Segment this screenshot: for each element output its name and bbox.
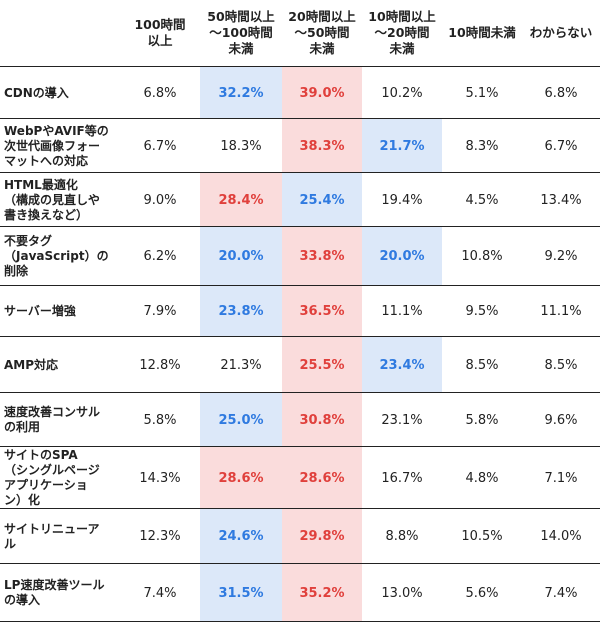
value-cell: 7.9%: [143, 304, 177, 319]
value-cell: 9.2%: [544, 249, 578, 264]
value-cell: 8.8%: [385, 529, 419, 544]
value-cell: 23.4%: [362, 337, 442, 393]
value-cell: 9.0%: [143, 192, 177, 208]
value-cell: 20.0%: [200, 227, 282, 286]
value-cell: 21.3%: [220, 357, 262, 373]
column-header: 20時間以上 〜50時間 未満: [288, 9, 356, 56]
table-row: サイトリニューア ル 12.3% 24.6% 29.8% 8.8% 10.5% 14.0%: [0, 508, 600, 564]
value-cell: 10.8%: [461, 249, 503, 264]
value-cell: 25.5%: [282, 337, 362, 393]
value-cell: 11.1%: [540, 304, 582, 319]
value-cell: 35.2%: [282, 564, 362, 622]
value-cell: 23.8%: [200, 286, 282, 337]
value-cell: 10.5%: [461, 529, 503, 544]
value-cell: 23.1%: [381, 412, 423, 428]
value-cell: 16.7%: [381, 470, 423, 486]
value-cell: 7.4%: [544, 585, 578, 601]
value-cell: 4.8%: [465, 470, 499, 486]
value-cell: 11.1%: [381, 304, 423, 319]
value-cell: 8.3%: [465, 138, 499, 154]
value-cell: 31.5%: [200, 564, 282, 622]
table-row: WebPやAVIF等の 次世代画像フォー マットへの対応 6.7% 18.3% 38.…: [0, 118, 600, 173]
value-cell: 14.0%: [540, 529, 582, 544]
value-cell: 5.1%: [465, 85, 499, 101]
value-cell: 6.2%: [143, 249, 177, 264]
value-cell: 6.7%: [544, 138, 578, 154]
table-row: LP速度改善ツール の導入 7.4% 31.5% 35.2% 13.0% 5.6% 7.4%: [0, 563, 600, 622]
value-cell: 7.1%: [544, 470, 578, 486]
row-label: CDNの導入: [4, 85, 69, 100]
row-label: サイトのSPA （シングルページ アプリケーショ ン）化: [4, 448, 100, 507]
column-header: 10時間以上 〜20時間 未満: [368, 9, 436, 56]
row-label: 不要タグ （JavaScript）の 削除: [4, 234, 109, 278]
value-cell: 5.8%: [143, 412, 177, 428]
value-cell: 5.8%: [465, 412, 499, 428]
value-cell: 39.0%: [282, 67, 362, 119]
value-cell: 38.3%: [282, 119, 362, 173]
value-cell: 33.8%: [282, 227, 362, 286]
row-label: WebPやAVIF等の 次世代画像フォー マットへの対応: [4, 123, 109, 168]
value-cell: 14.3%: [139, 470, 181, 486]
value-cell: 13.4%: [540, 192, 582, 208]
column-header: 10時間未満: [448, 25, 516, 40]
row-label: 速度改善コンサル の利用: [4, 405, 101, 434]
column-header: 100時間 以上: [134, 17, 186, 48]
value-cell: 13.0%: [381, 585, 423, 601]
value-cell: 25.4%: [282, 173, 362, 227]
table-row: サーバー増強 7.9% 23.8% 36.5% 11.1% 9.5% 11.1%: [0, 285, 600, 337]
value-cell: 12.3%: [139, 529, 181, 544]
value-cell: 24.6%: [200, 509, 282, 564]
value-cell: 19.4%: [381, 192, 423, 208]
value-cell: 9.6%: [544, 412, 578, 428]
value-cell: 6.8%: [143, 85, 177, 101]
value-cell: 7.4%: [143, 585, 177, 601]
row-label: HTML最適化 （構成の見直しや 書き換えなど）: [4, 177, 100, 222]
table-row: 不要タグ （JavaScript）の 削除 6.2% 20.0% 33.8% 20.0%…: [0, 226, 600, 286]
value-cell: 20.0%: [362, 227, 442, 286]
value-cell: 6.7%: [143, 138, 177, 154]
value-cell: 9.5%: [465, 304, 499, 319]
table-row: 速度改善コンサル の利用 5.8% 25.0% 30.8% 23.1% 5.8% 9.6%: [0, 392, 600, 447]
row-label: LP速度改善ツール の導入: [4, 578, 105, 607]
row-label: サイトリニューア ル: [4, 521, 100, 551]
value-cell: 12.8%: [139, 357, 181, 373]
value-cell: 5.6%: [465, 585, 499, 601]
value-cell: 32.2%: [200, 67, 282, 119]
value-cell: 6.8%: [544, 85, 578, 101]
value-cell: 4.5%: [465, 192, 499, 208]
table-row: AMP対応 12.8% 21.3% 25.5% 23.4% 8.5% 8.5%: [0, 336, 600, 393]
value-cell: 18.3%: [220, 138, 262, 154]
table-row: CDNの導入 6.8% 32.2% 39.0% 10.2% 5.1% 6.8%: [0, 66, 600, 119]
value-cell: 8.5%: [465, 357, 499, 373]
value-cell: 28.6%: [200, 447, 282, 509]
value-cell: 29.8%: [282, 509, 362, 564]
table-row: サイトのSPA （シングルページ アプリケーショ ン）化 14.3% 28.6% 28…: [0, 446, 600, 509]
value-cell: 36.5%: [282, 286, 362, 337]
value-cell: 8.5%: [544, 357, 578, 373]
value-cell: 30.8%: [282, 393, 362, 447]
column-header: わからない: [529, 25, 593, 40]
value-cell: 28.4%: [200, 173, 282, 227]
value-cell: 28.6%: [282, 447, 362, 509]
value-cell: 10.2%: [381, 85, 423, 101]
value-cell: 25.0%: [200, 393, 282, 447]
column-header: 50時間以上 〜100時間 未満: [207, 9, 275, 56]
table-row: HTML最適化 （構成の見直しや 書き換えなど） 9.0% 28.4% 25.4% 19…: [0, 172, 600, 227]
value-cell: 21.7%: [362, 119, 442, 173]
row-label: サーバー増強: [4, 304, 76, 318]
row-label: AMP対応: [4, 357, 59, 372]
